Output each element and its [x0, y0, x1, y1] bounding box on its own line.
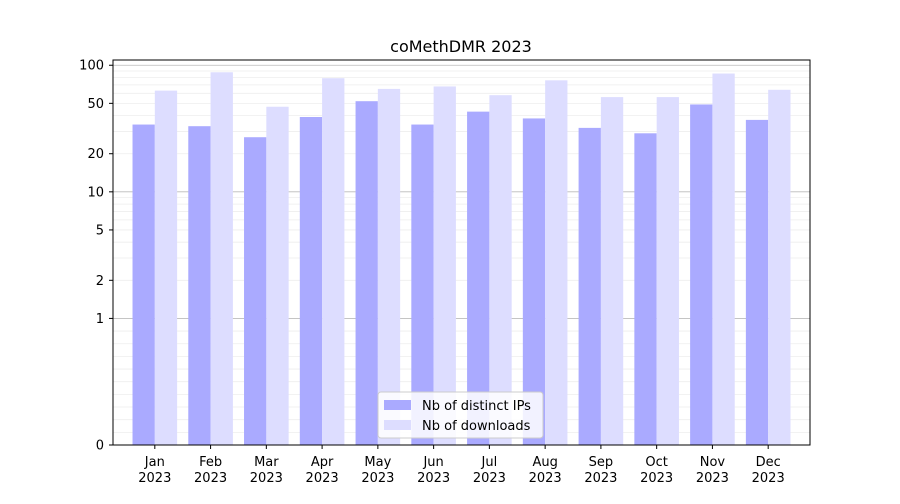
bar-distinct-ips	[132, 124, 155, 445]
y-tick-label: 100	[79, 59, 104, 74]
legend-box	[377, 391, 544, 439]
bar-distinct-ips	[522, 118, 546, 445]
x-tick-label: Jul 2023	[473, 455, 506, 486]
y-tick-label: 20	[87, 147, 104, 162]
x-tick-label: Jun 2023	[417, 455, 450, 486]
bar-distinct-ips	[578, 127, 601, 445]
bar-downloads	[712, 73, 735, 445]
y-tick-label: 10	[87, 185, 104, 200]
bar-distinct-ips	[745, 119, 769, 445]
bar-distinct-ips	[690, 104, 713, 445]
bar-downloads	[433, 86, 456, 445]
bar-downloads	[322, 78, 345, 445]
bars-layer	[132, 72, 791, 446]
legend-label: Nb of downloads	[422, 419, 531, 434]
legend-swatch	[384, 420, 411, 430]
x-tick-label: Feb 2023	[194, 455, 227, 486]
x-tick-label: Aug 2023	[529, 455, 562, 486]
bar-distinct-ips	[355, 101, 378, 446]
bar-distinct-ips	[467, 111, 490, 445]
bar-downloads	[600, 97, 624, 446]
legend: Nb of distinct IPs Nb of downloads	[377, 391, 544, 439]
y-tick-label: 50	[87, 97, 104, 112]
bar-downloads	[768, 89, 791, 445]
bar-downloads	[489, 95, 512, 445]
y-tick-label: 5	[96, 223, 104, 238]
x-tick-label: Apr 2023	[306, 455, 339, 486]
x-tick-label: Sep 2023	[584, 455, 617, 486]
chart-title: coMethDMR 2023	[390, 37, 532, 56]
x-tick-label: Dec 2023	[752, 455, 785, 486]
y-tick-label: 1	[96, 312, 104, 327]
plot-frame	[112, 59, 811, 446]
bar-downloads	[154, 90, 178, 445]
bar-distinct-ips	[634, 133, 657, 445]
bar-distinct-ips	[244, 137, 267, 446]
bar-downloads	[656, 97, 679, 446]
x-tick-label: Jan 2023	[138, 455, 171, 486]
legend-swatch	[384, 400, 411, 410]
bar-downloads	[210, 72, 233, 446]
axes-layer: 0 1 2 5 10 20 50 100 Jan 2023 Feb 2023 Mar 2023 Apr 202…	[79, 59, 811, 486]
bar-distinct-ips	[188, 126, 211, 446]
bar-downloads	[545, 80, 568, 446]
x-tick-label: May 2023	[361, 455, 394, 486]
y-tick-label: 2	[96, 274, 104, 289]
x-tick-label: Mar 2023	[250, 455, 283, 486]
legend-label: Nb of distinct IPs	[422, 399, 531, 414]
x-tick-label: Oct 2023	[640, 455, 673, 486]
bar-distinct-ips	[299, 117, 323, 446]
bar-distinct-ips	[411, 124, 434, 445]
x-tick-label: Nov 2023	[696, 455, 729, 486]
bar-downloads	[377, 88, 401, 445]
y-tick-label: 0	[96, 439, 104, 454]
bar-downloads	[266, 106, 289, 445]
